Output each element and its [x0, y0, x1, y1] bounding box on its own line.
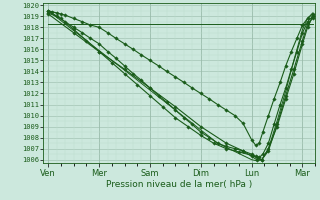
X-axis label: Pression niveau de la mer( hPa ): Pression niveau de la mer( hPa )	[106, 180, 252, 189]
